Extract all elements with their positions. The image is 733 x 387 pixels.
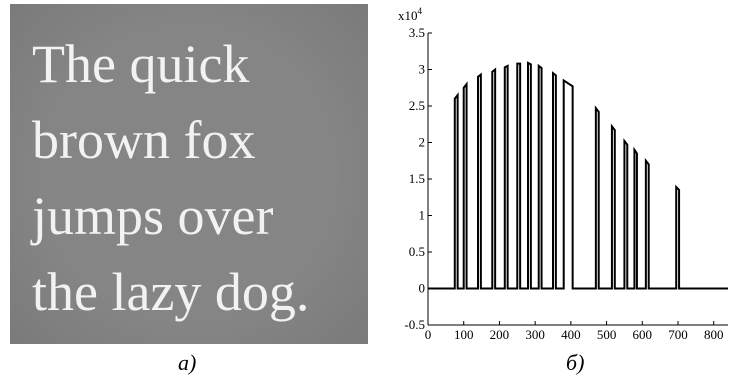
- y-tick-label: 2.5: [409, 98, 425, 113]
- y-scale-exponent: 4: [418, 6, 423, 16]
- text-line: jumps over: [32, 186, 274, 246]
- y-tick-label: 3: [419, 62, 426, 77]
- text-line: the lazy dog.: [32, 262, 310, 322]
- x-tick-label: 400: [561, 327, 581, 342]
- y-tick-label: -0.5: [404, 317, 425, 332]
- y-tick-label: 3.5: [409, 25, 425, 40]
- chart: x104 -0.500.511.522.533.50 100 200 300 400 50…: [398, 6, 728, 342]
- y-tick-label: 0.5: [409, 244, 425, 259]
- y-scale-base: x10: [398, 8, 418, 23]
- text-line: brown fox: [32, 110, 256, 170]
- text-line: The quick: [32, 34, 250, 94]
- x-tick-label: 300: [525, 327, 545, 342]
- image-text: The quick brown fox jumps over the lazy …: [10, 4, 368, 330]
- x-tick-label: 600: [633, 327, 653, 342]
- y-tick-label: 2: [419, 135, 426, 150]
- y-tick-label: 1: [419, 208, 426, 223]
- y-scale-label: x104: [398, 6, 423, 23]
- y-tick-label: 1.5: [409, 171, 425, 186]
- x-tick-label: 200: [490, 327, 510, 342]
- image-panel: The quick brown fox jumps over the lazy …: [10, 4, 368, 344]
- x-tick-label: 800: [704, 327, 724, 342]
- x-tick-label: 700: [668, 327, 688, 342]
- caption: б): [566, 350, 585, 375]
- x-tick-label: 0: [425, 327, 432, 342]
- data-line: [428, 61, 728, 290]
- caption: a): [178, 350, 197, 375]
- x-tick-label: 100: [454, 327, 474, 342]
- y-tick-label: 0: [419, 281, 426, 296]
- x-tick-label: 500: [597, 327, 617, 342]
